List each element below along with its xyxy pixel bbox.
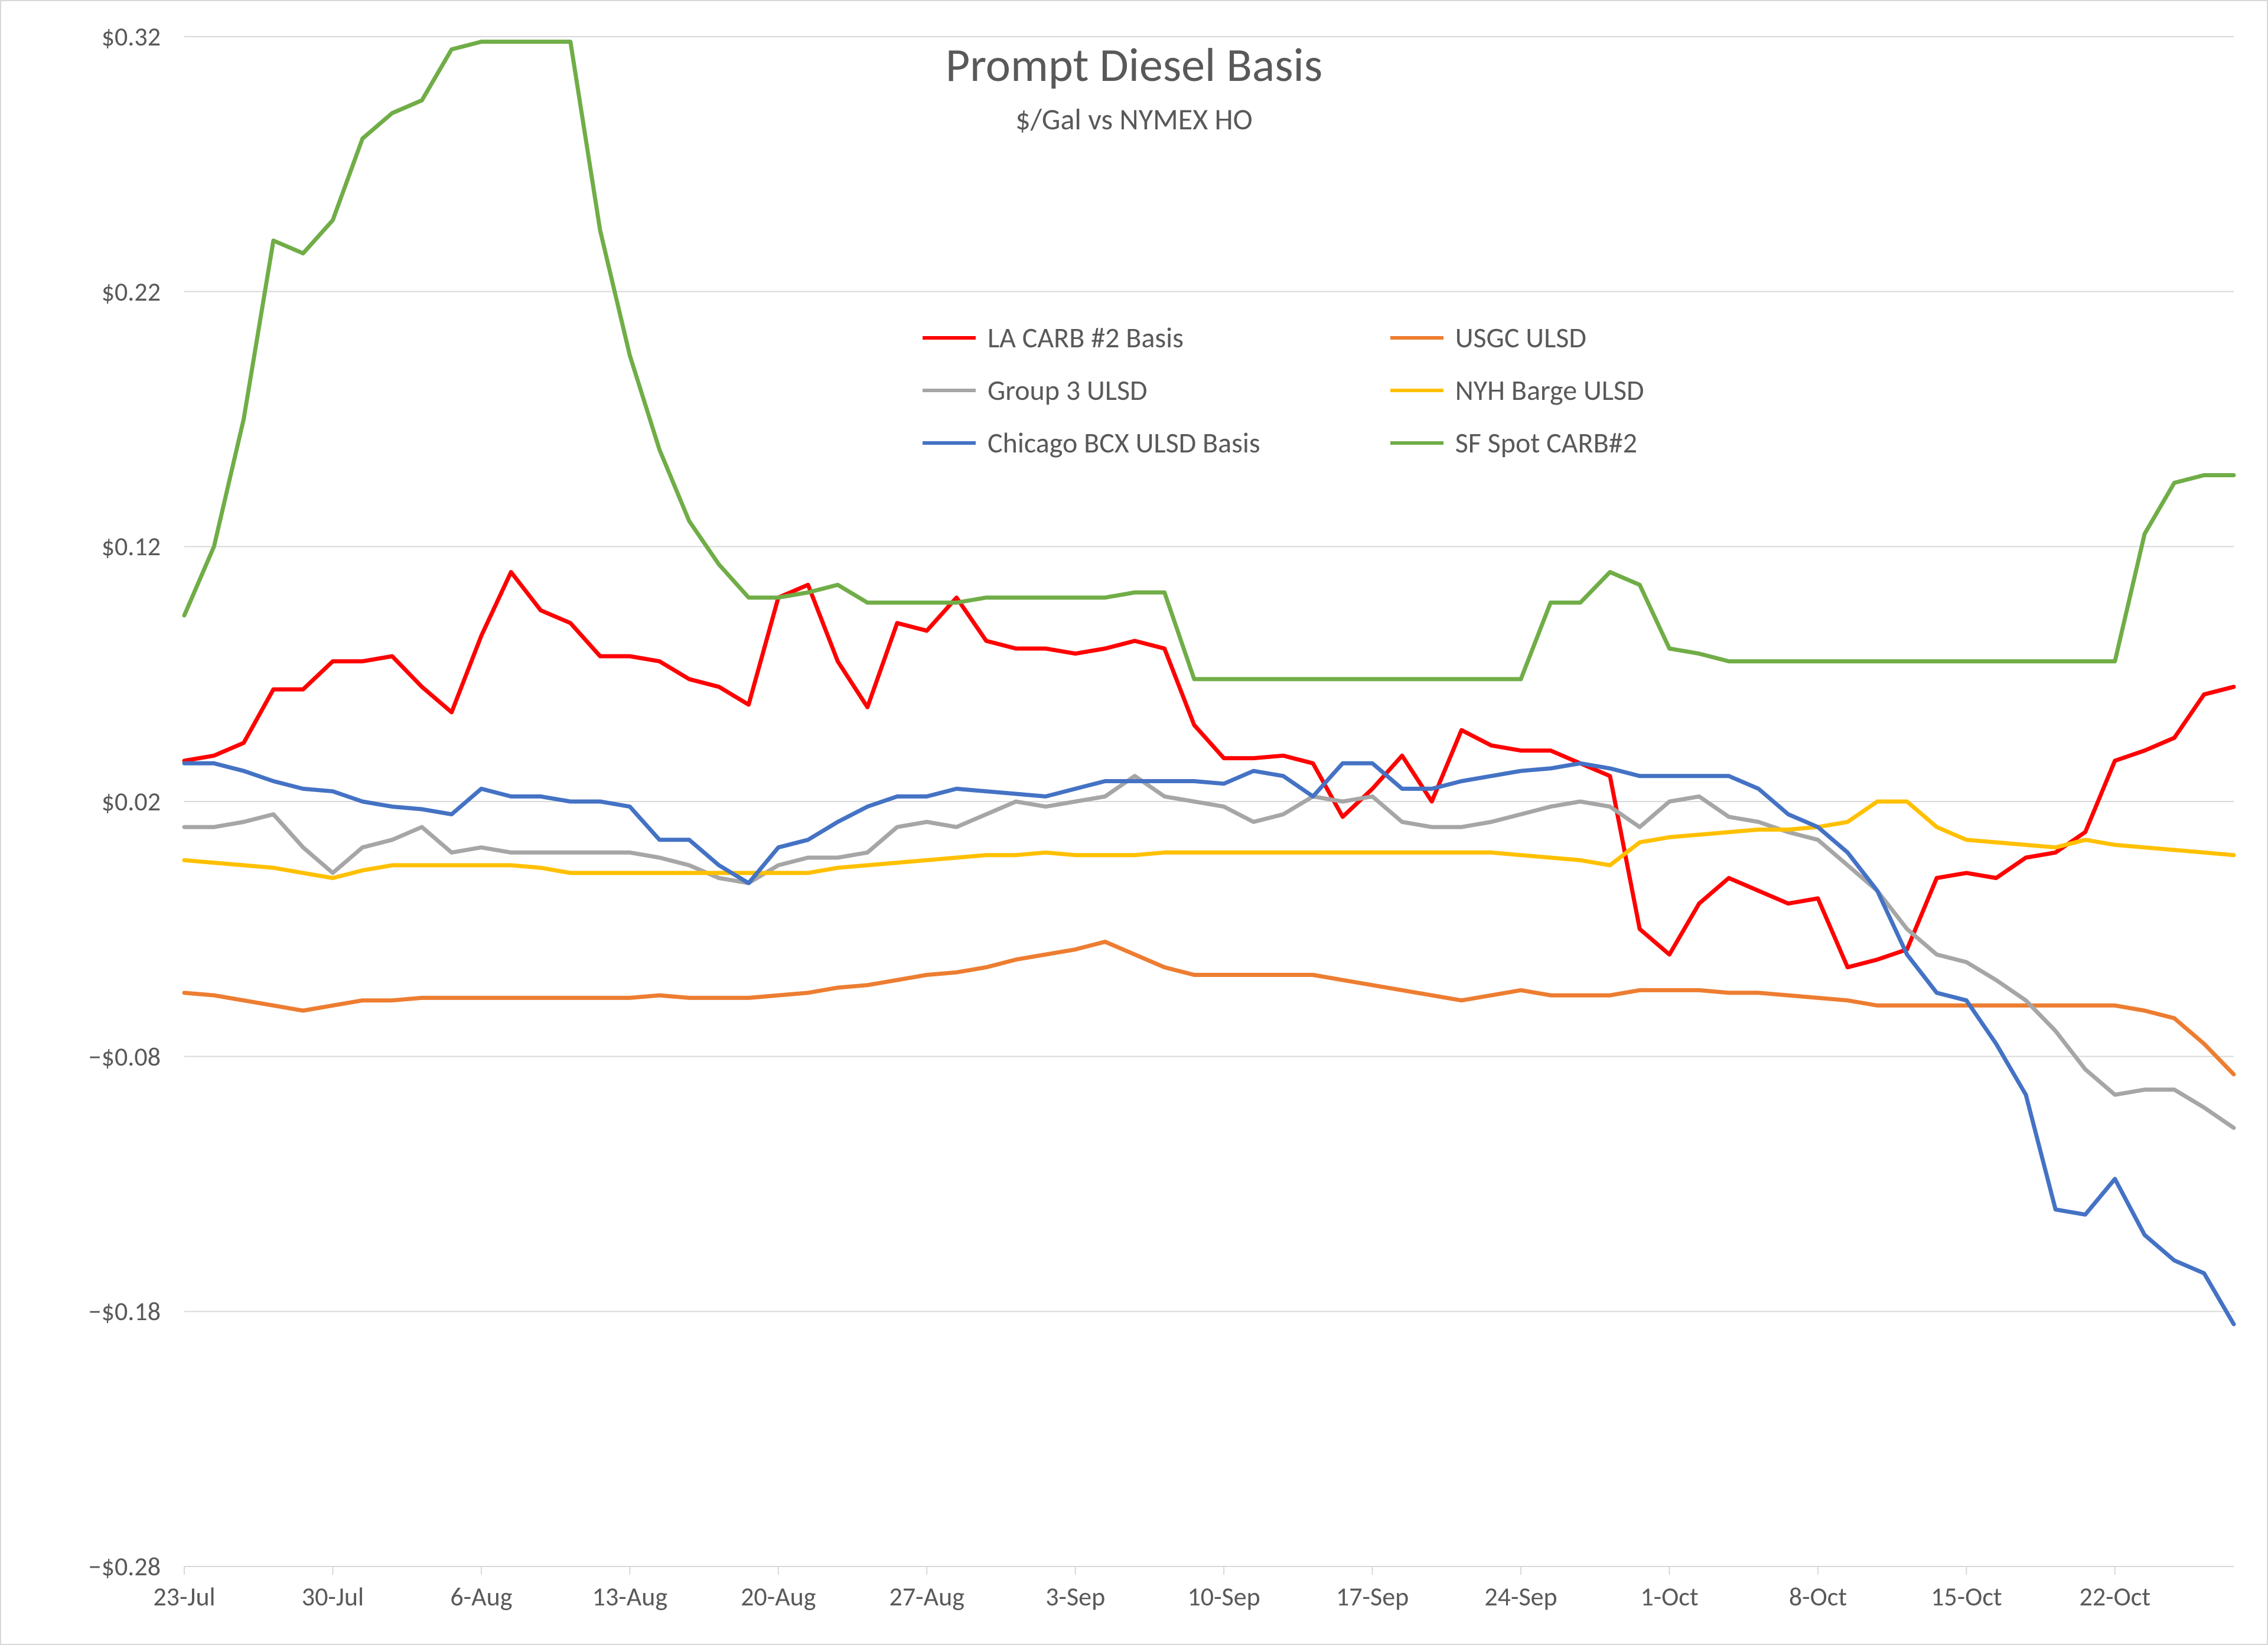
chart-container: Prompt Diesel Basis $/Gal vs NYMEX HO −$… [0,0,2268,1645]
x-axis-label: 10-Sep [1187,1581,1260,1613]
x-axis-label: 1-Oct [1640,1581,1698,1613]
legend-label: SF Spot CARB#2 [1455,425,1637,460]
legend-item: LA CARB #2 Basis [923,320,1260,355]
x-axis-label: 3-Sep [1045,1581,1105,1613]
legend-label: Chicago BCX ULSD Basis [988,425,1260,460]
x-axis-label: 27-Aug [889,1581,964,1613]
y-axis-label: −$0.18 [1,1295,161,1327]
legend-label: USGC ULSD [1455,320,1586,355]
legend-label: LA CARB #2 Basis [988,320,1184,355]
legend-item: Chicago BCX ULSD Basis [923,425,1260,460]
series-line [184,942,2234,1074]
legend-item: Group 3 ULSD [923,373,1260,408]
legend-label: Group 3 ULSD [988,373,1148,408]
y-axis-label: $0.32 [1,21,161,53]
series-line [184,802,2234,878]
legend: LA CARB #2 Basis USGC ULSD Group 3 ULSD NYH… [923,320,1644,460]
legend-label: NYH Barge ULSD [1455,373,1644,408]
x-axis-label: 8-Oct [1789,1581,1847,1613]
x-axis-label: 6-Aug [450,1581,512,1613]
legend-swatch [923,336,976,340]
series-line [184,572,2234,968]
legend-swatch [1390,336,1443,340]
x-axis-label: 22-Oct [2080,1581,2151,1613]
legend-item: USGC ULSD [1390,320,1644,355]
y-axis-label: $0.12 [1,530,161,562]
chart-svg [184,37,2234,1566]
x-axis-label: 23-Jul [153,1581,215,1613]
y-axis-label: $0.02 [1,786,161,817]
y-axis-label: $0.22 [1,276,161,308]
x-axis-label: 20-Aug [741,1581,816,1613]
plot-area [184,37,2234,1566]
legend-item: NYH Barge ULSD [1390,373,1644,408]
x-axis-label: 15-Oct [1931,1581,2002,1613]
series-line [184,776,2234,1128]
x-axis-label: 24-Sep [1484,1581,1557,1613]
legend-swatch [923,441,976,445]
y-axis-label: −$0.28 [1,1550,161,1582]
legend-swatch [1390,389,1443,392]
legend-item: SF Spot CARB#2 [1390,425,1644,460]
legend-swatch [1390,441,1443,445]
y-axis-label: −$0.08 [1,1041,161,1073]
x-axis-label: 13-Aug [592,1581,667,1613]
x-axis-label: 17-Sep [1336,1581,1409,1613]
x-axis-label: 30-Jul [302,1581,364,1613]
legend-swatch [923,389,976,392]
